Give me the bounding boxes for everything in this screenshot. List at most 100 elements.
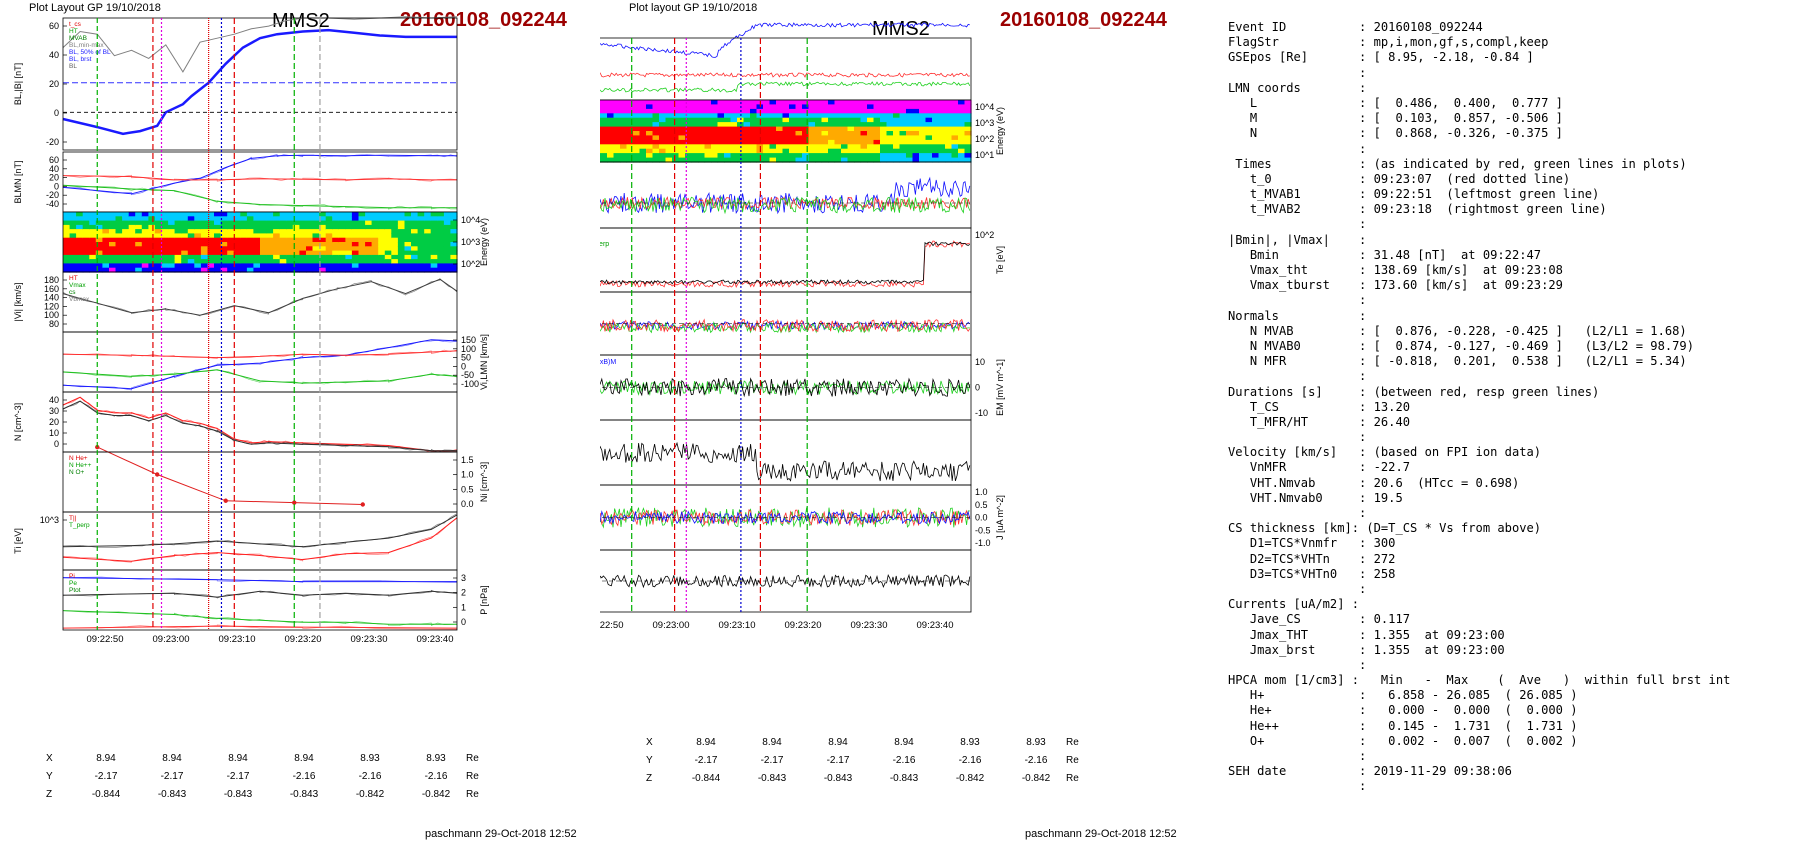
mid-spec-cell — [613, 126, 621, 132]
left-spec-cell — [378, 220, 386, 226]
mid-series-line — [600, 318, 971, 333]
mid-spec-cell — [880, 117, 888, 123]
mid-spec-cell — [828, 104, 836, 110]
mid-spec-cell — [698, 100, 706, 105]
left-spec-cell — [384, 242, 392, 247]
left-spec-cell — [161, 224, 169, 230]
mid-spec-cell — [795, 157, 803, 163]
mid-spec-cell — [600, 113, 608, 119]
left-spec-cell — [351, 250, 360, 256]
mid-spec-cell — [906, 104, 914, 110]
left-spec-cell — [312, 246, 320, 252]
left-pos-label: Y — [46, 771, 53, 782]
mid-spec-cell — [802, 131, 810, 136]
left-spec-cell — [174, 220, 182, 226]
left-spec-cell — [306, 254, 314, 260]
left-spec-cell — [200, 220, 209, 226]
mid-spec-cell — [802, 117, 810, 123]
left-spec-cell — [319, 216, 327, 222]
left-spec-cell — [292, 212, 300, 217]
left-spec-cell — [148, 229, 156, 234]
left-spec-cell — [122, 254, 130, 260]
left-spec-cell — [89, 220, 97, 226]
left-series-noise — [62, 154, 458, 196]
left-series-noise — [62, 277, 458, 317]
mid-spec-cell — [600, 100, 608, 105]
mid-spec-cell — [951, 157, 959, 163]
mid-spec-cell — [821, 117, 829, 123]
left-ytick-label: 0.5 — [461, 484, 474, 494]
mid-spec-cell — [945, 135, 953, 141]
left-spec-cell — [404, 224, 412, 230]
left-spec-cell — [266, 212, 274, 217]
left-spec-cell — [430, 237, 438, 243]
mid-spec-cell — [717, 108, 725, 114]
left-spec-cell — [154, 242, 163, 247]
left-spec-cell — [187, 263, 195, 269]
left-spec-cell — [220, 216, 228, 222]
mid-spec-cell — [906, 131, 914, 136]
mid-spec-cell — [750, 157, 758, 163]
mid-spec-cell — [750, 100, 758, 105]
mid-spec-cell — [769, 144, 777, 150]
mid-spec-cell — [691, 113, 699, 119]
mid-spec-cell — [854, 104, 862, 110]
left-spec-cell — [443, 254, 452, 260]
mid-ytick-label: -10 — [975, 408, 988, 418]
left-pos-value: -2.17 — [161, 771, 184, 782]
info-line: : — [1228, 369, 1367, 384]
left-spec-cell — [358, 267, 366, 273]
mid-spec-cell — [704, 122, 712, 128]
mid-spec-cell — [873, 131, 881, 136]
mid-spec-cell — [906, 139, 914, 145]
mid-spec-cell — [769, 122, 777, 128]
mid-spec-cell — [847, 104, 855, 110]
mid-spec-cell — [672, 108, 680, 114]
left-spec-cell — [404, 212, 412, 217]
mid-spec-cell — [620, 122, 628, 128]
mid-spec-cell — [834, 131, 842, 136]
left-series-line — [62, 610, 457, 625]
left-spec-cell — [306, 220, 314, 226]
mid-spec-cell — [802, 100, 810, 105]
left-spec-cell — [299, 212, 307, 217]
info-line: Velocity [km/s] : (based on FPI ion data… — [1228, 445, 1542, 460]
mid-spec-cell — [906, 144, 914, 150]
left-spec-cell — [260, 263, 268, 269]
left-spec-cell — [89, 216, 97, 222]
left-spec-cell — [437, 259, 445, 264]
mid-spec-cell — [678, 157, 686, 163]
mid-spec-cell — [743, 100, 751, 105]
left-spec-cell — [181, 224, 189, 230]
left-ytick-label: 40 — [49, 164, 59, 174]
left-spec-cell — [240, 224, 248, 230]
left-spec-cell — [292, 267, 300, 273]
left-spec-cell — [181, 216, 189, 222]
mid-spec-cell — [743, 122, 751, 128]
mid-spec-cell — [626, 113, 634, 119]
mid-pos-value: -2.16 — [1025, 755, 1048, 766]
left-spec-cell — [260, 267, 268, 273]
left-spec-cell — [240, 263, 248, 269]
left-spec-cell — [122, 212, 130, 217]
mid-spec-cell — [860, 157, 868, 163]
left-spec-cell — [141, 246, 149, 252]
mid-spec-cell — [847, 113, 855, 119]
left-spec-cell — [286, 267, 294, 273]
mid-spec-cell — [906, 135, 914, 141]
left-spec-cell — [135, 246, 143, 252]
info-line: Currents [uA/m2] : — [1228, 597, 1360, 612]
mid-spec-cell — [743, 108, 751, 114]
left-spec-cell — [332, 250, 340, 256]
mid-spec-cell — [737, 157, 745, 163]
mid-spec-cell — [880, 131, 888, 136]
mid-spec-cell — [932, 122, 940, 128]
mid-spec-cell — [769, 135, 777, 141]
mid-spec-cell — [906, 126, 914, 132]
mid-spec-cell — [893, 144, 901, 150]
left-spec-cell — [95, 237, 103, 243]
mid-spec-cell — [704, 108, 712, 114]
mid-spec-cell — [698, 108, 706, 114]
mid-spec-cell — [678, 148, 686, 154]
